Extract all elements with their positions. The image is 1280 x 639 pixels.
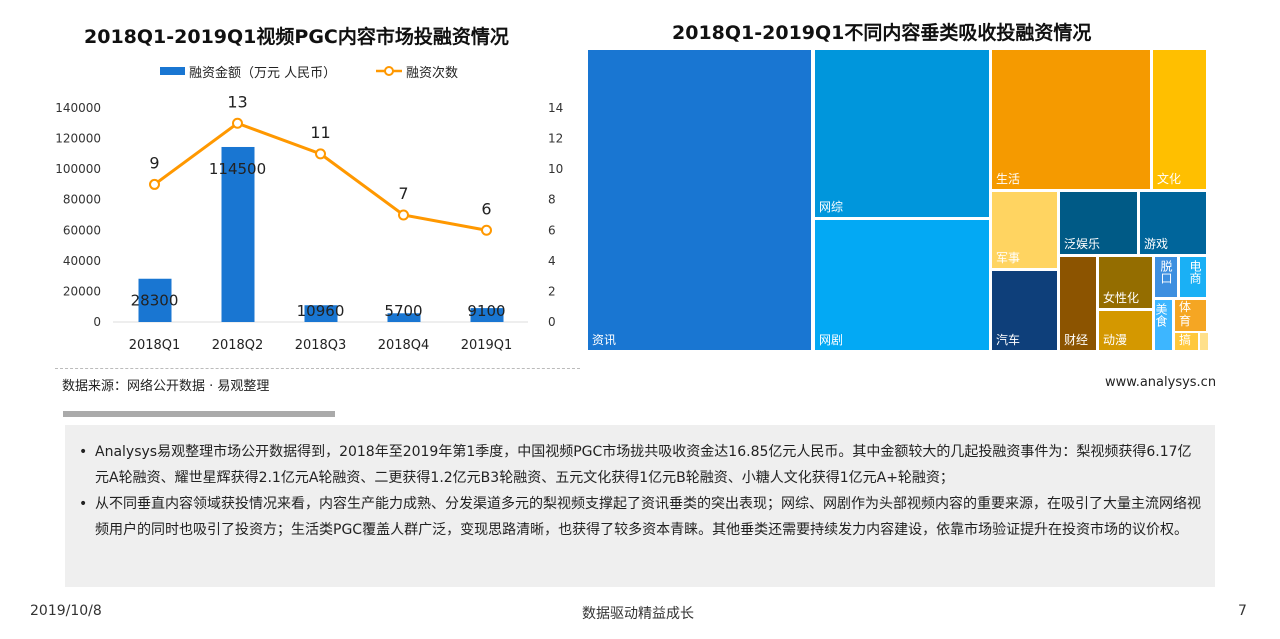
treemap-cell: 生活	[992, 50, 1150, 189]
treemap-cell: 泛娱乐	[1060, 192, 1137, 254]
treemap-cell: 女性化	[1099, 257, 1152, 308]
line-data-label: 6	[481, 199, 491, 218]
treemap-cell-label: 美食	[1155, 303, 1168, 327]
treemap-cell-label: 军事	[996, 251, 1021, 265]
x-tick-label: 2018Q3	[295, 338, 347, 353]
page-number: 7	[1238, 603, 1247, 619]
treemap-cell: 脱口	[1155, 257, 1177, 297]
bar	[304, 305, 338, 322]
y-right-tick-label: 6	[548, 223, 556, 237]
y-right-tick-label: 12	[548, 132, 563, 146]
line-point	[149, 178, 160, 190]
legend-line-label: 融资次数	[406, 65, 458, 81]
left-chart-title: 2018Q1-2019Q1视频PGC内容市场投融资情况	[84, 26, 509, 48]
treemap-cell: 网剧	[815, 220, 989, 350]
treemap-cell-label: 女性化	[1103, 291, 1140, 305]
x-tick-label: 2018Q1	[129, 338, 181, 353]
site-url: www.analysys.cn	[1105, 375, 1217, 390]
summary-notes: Analysys易观整理市场公开数据得到，2018年至2019年第1季度，中国视…	[65, 425, 1215, 587]
treemap-cell-label: 游戏	[1144, 237, 1169, 251]
treemap-cell: 体育	[1175, 300, 1206, 331]
treemap-cell: 汽车	[992, 271, 1057, 350]
treemap-cell: 网综	[815, 50, 989, 217]
treemap-cell-label: 电商	[1188, 260, 1202, 284]
right-chart-title: 2018Q1-2019Q1不同内容垂类吸收投融资情况	[672, 22, 1092, 44]
line-data-label: 13	[227, 92, 247, 111]
treemap-cell	[1200, 333, 1208, 350]
treemap-cell-label: 搞	[1179, 333, 1192, 347]
combo-chart: 融资金额（万元 人民币） 融资次数020000400006000080000100…	[55, 65, 563, 353]
y-right-tick-label: 2	[548, 284, 556, 298]
footer-date: 2019/10/8	[30, 603, 102, 619]
treemap-cell: 搞	[1175, 333, 1198, 350]
y-left-tick-label: 20000	[63, 284, 101, 298]
x-tick-label: 2018Q4	[378, 338, 430, 353]
treemap-cell: 动漫	[1099, 311, 1152, 350]
treemap-cell-label: 动漫	[1103, 333, 1128, 347]
treemap-cell: 资讯	[588, 50, 811, 350]
bar-data-label: 10960	[297, 302, 345, 320]
bar-data-label: 9100	[467, 302, 505, 320]
treemap-cell: 文化	[1153, 50, 1206, 189]
treemap-cell-label: 脱口	[1159, 260, 1173, 284]
treemap-cell: 军事	[992, 192, 1057, 268]
treemap-cell: 游戏	[1140, 192, 1206, 254]
footer-slogan: 数据驱动精益成长	[582, 606, 694, 622]
y-left-tick-label: 100000	[55, 162, 101, 176]
y-left-tick-label: 140000	[55, 101, 101, 115]
bar	[221, 146, 255, 322]
line-point	[315, 148, 326, 160]
bar-data-label: 114500	[209, 160, 266, 178]
data-source: 数据来源：网络公开数据 · 易观整理	[62, 379, 270, 394]
y-left-tick-label: 80000	[63, 193, 101, 207]
line-point	[398, 209, 409, 221]
y-right-tick-label: 4	[548, 254, 556, 268]
treemap-cell-label: 生活	[996, 172, 1021, 186]
legend-line-marker	[384, 66, 394, 76]
bar	[387, 313, 421, 322]
y-left-tick-label: 120000	[55, 132, 101, 146]
line-data-label: 11	[310, 123, 330, 142]
treemap-cell-label: 网剧	[819, 333, 844, 347]
treemap-cell-label: 资讯	[592, 333, 617, 347]
treemap-cell: 美食	[1155, 300, 1172, 350]
treemap-cell-label: 汽车	[996, 333, 1021, 347]
y-right-tick-label: 0	[548, 315, 556, 329]
bar	[470, 308, 504, 322]
bar	[138, 278, 172, 322]
bar-data-label: 5700	[384, 302, 422, 320]
y-right-tick-label: 14	[548, 101, 563, 115]
legend-bar-swatch	[160, 67, 185, 75]
chart-divider	[55, 368, 580, 369]
line-data-label: 9	[149, 153, 159, 172]
line-point	[232, 117, 243, 129]
treemap-cell: 财经	[1060, 257, 1096, 350]
x-tick-label: 2019Q1	[461, 338, 513, 353]
y-left-tick-label: 0	[93, 315, 101, 329]
note-2: 从不同垂直内容领域获投情况来看，内容生产能力成熟、分发渠道多元的梨视频支撑起了资…	[75, 491, 1205, 543]
y-right-tick-label: 10	[548, 162, 563, 176]
treemap-cell-label: 泛娱乐	[1064, 237, 1101, 251]
line-point	[481, 224, 492, 236]
treemap-cell: 电商	[1180, 257, 1206, 297]
scroll-bar-decoration	[63, 411, 335, 417]
x-tick-label: 2018Q2	[212, 338, 264, 353]
y-left-tick-label: 60000	[63, 223, 101, 237]
y-right-tick-label: 8	[548, 193, 556, 207]
treemap-cell-label: 文化	[1157, 172, 1182, 186]
y-left-tick-label: 40000	[63, 254, 101, 268]
treemap-cell-label: 财经	[1064, 333, 1089, 347]
treemap-cell-label: 体育	[1179, 300, 1192, 328]
line-data-label: 7	[398, 184, 408, 203]
bar-data-label: 28300	[131, 292, 179, 310]
treemap-cell-label: 网综	[819, 200, 844, 214]
note-1: Analysys易观整理市场公开数据得到，2018年至2019年第1季度，中国视…	[75, 439, 1205, 491]
legend-bar-label: 融资金额（万元 人民币）	[189, 65, 336, 81]
